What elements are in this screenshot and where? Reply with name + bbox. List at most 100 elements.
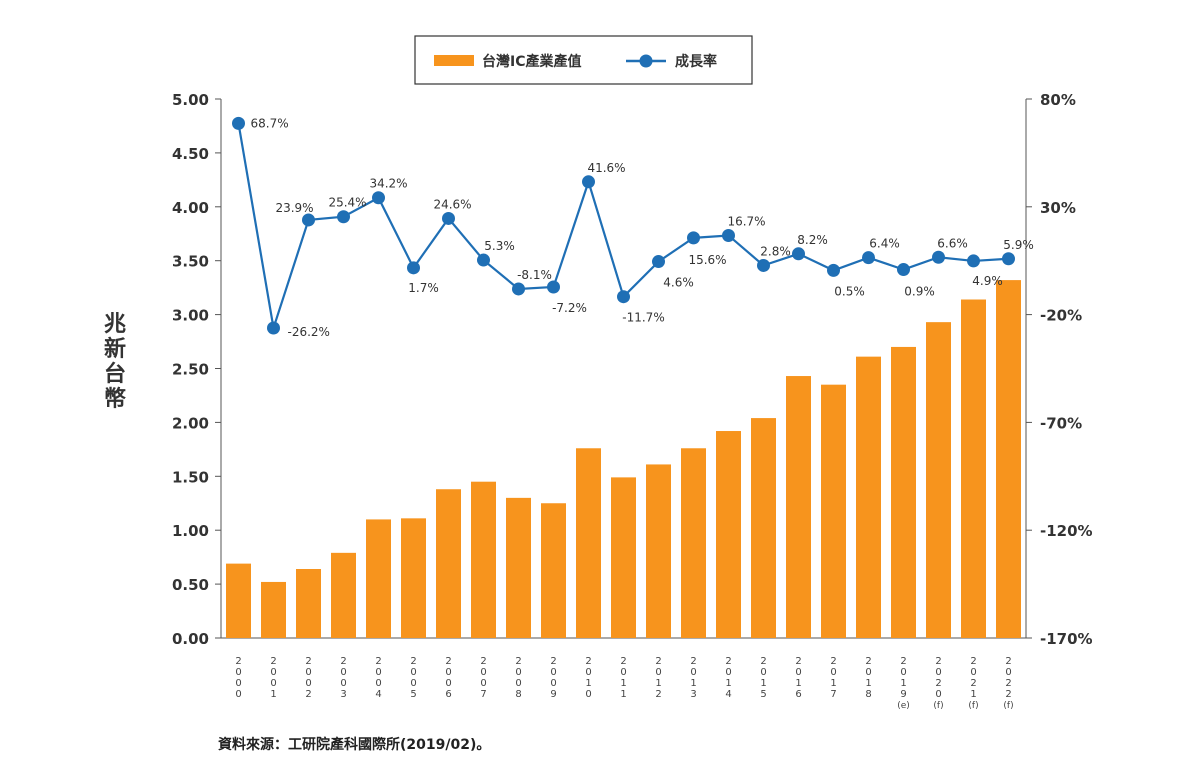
x-tick-digit: 6 xyxy=(795,689,801,700)
y-tick-label: 3.00 xyxy=(172,307,209,325)
y-tick-label: 0.00 xyxy=(172,630,209,648)
x-tick-digit: 2 xyxy=(760,656,766,667)
x-tick-digit: 2 xyxy=(935,678,941,689)
growth-data-label: 5.9% xyxy=(1003,238,1034,252)
source-note: 資料來源：工研院產科國際所(2019/02)。 xyxy=(218,737,491,753)
x-tick-digit: 5 xyxy=(410,689,416,700)
y-tick-label: 1.50 xyxy=(172,468,209,486)
bar xyxy=(366,519,391,638)
x-tick-digit: 9 xyxy=(900,689,906,700)
growth-data-label: -11.7% xyxy=(622,311,664,325)
growth-point xyxy=(477,253,490,267)
x-tick-digit: 2 xyxy=(585,656,591,667)
growth-data-label: -8.1% xyxy=(517,268,552,282)
legend-label-bar: 台灣IC產業產值 xyxy=(482,53,581,70)
x-tick-digit: 0 xyxy=(235,678,241,689)
x-tick-digit: 0 xyxy=(970,667,976,678)
x-tick-digit: 1 xyxy=(270,689,276,700)
x-tick-digit: 1 xyxy=(620,689,626,700)
y2-tick-label: 80% xyxy=(1040,91,1076,109)
growth-point xyxy=(862,251,875,265)
y2-tick-label: -20% xyxy=(1040,307,1082,325)
bar xyxy=(611,477,636,638)
growth-data-label: 68.7% xyxy=(251,116,289,130)
growth-point xyxy=(337,210,350,224)
growth-point xyxy=(407,261,420,275)
x-tick-digit: 0 xyxy=(655,667,661,678)
x-tick-digit: 2 xyxy=(375,656,381,667)
growth-point xyxy=(792,247,805,261)
x-tick-digit: 2 xyxy=(1005,656,1011,667)
x-tick-digit: 2 xyxy=(445,656,451,667)
bar xyxy=(541,503,566,638)
y2-tick-label: -170% xyxy=(1040,630,1093,648)
x-tick-digit: 2 xyxy=(900,656,906,667)
x-tick-digit: 0 xyxy=(900,667,906,678)
growth-data-label: -26.2% xyxy=(288,325,330,339)
bar xyxy=(681,448,706,638)
growth-point xyxy=(232,116,245,130)
bar xyxy=(576,448,601,638)
x-tick-digit: 2 xyxy=(970,656,976,667)
x-tick-digit: 0 xyxy=(410,667,416,678)
growth-data-label: 6.6% xyxy=(937,236,968,250)
bar xyxy=(436,489,461,638)
x-tick-digit: 2 xyxy=(305,656,311,667)
x-tick-digit: 0 xyxy=(865,667,871,678)
x-tick-digit: 0 xyxy=(305,678,311,689)
x-tick-digit: 1 xyxy=(760,678,766,689)
y-tick-label: 5.00 xyxy=(172,91,209,109)
bar xyxy=(751,418,776,638)
x-tick-digit: 0 xyxy=(515,678,521,689)
x-tick-digit: 1 xyxy=(585,678,591,689)
x-tick-digit: 2 xyxy=(235,656,241,667)
growth-point xyxy=(617,290,630,304)
x-tick-digit: 0 xyxy=(480,678,486,689)
x-tick-digit: 1 xyxy=(620,678,626,689)
x-tick-digit: 0 xyxy=(550,678,556,689)
x-tick-digit: 0 xyxy=(690,667,696,678)
growth-point xyxy=(547,280,560,294)
growth-point xyxy=(302,213,315,227)
x-tick-digit: 2 xyxy=(620,656,626,667)
bar xyxy=(856,356,881,638)
x-tick-digit: 8 xyxy=(865,689,871,700)
x-tick-digit: 2 xyxy=(515,656,521,667)
bar xyxy=(296,569,321,638)
x-tick-digit: 0 xyxy=(375,667,381,678)
growth-data-label: 0.9% xyxy=(904,285,935,299)
y2-tick-label: -70% xyxy=(1040,414,1082,432)
growth-data-label: 1.7% xyxy=(408,281,439,295)
x-tick-digit: 2 xyxy=(340,656,346,667)
growth-point xyxy=(372,191,385,205)
bar xyxy=(261,581,286,638)
x-tick-digit: 5 xyxy=(760,689,766,700)
growth-data-label: 4.6% xyxy=(663,276,694,290)
x-tick-digit: 2 xyxy=(725,656,731,667)
x-tick-digit: 0 xyxy=(620,667,626,678)
x-tick-digit: 2 xyxy=(550,656,556,667)
growth-data-label: 34.2% xyxy=(369,177,407,191)
x-tick-digit: 0 xyxy=(795,667,801,678)
growth-data-label: 0.5% xyxy=(834,284,865,298)
x-tick-digit: 0 xyxy=(305,667,311,678)
x-tick-digit: 8 xyxy=(515,689,521,700)
x-tick-digit: 9 xyxy=(550,689,556,700)
legend: 台灣IC產業產值 成長率 xyxy=(414,35,753,85)
x-tick-digit: 2 xyxy=(480,656,486,667)
x-tick-digit: 2 xyxy=(270,656,276,667)
growth-point xyxy=(827,263,840,277)
x-tick-digit: 1 xyxy=(655,678,661,689)
y-tick-label: 3.50 xyxy=(172,253,209,271)
x-tick-digit: 0 xyxy=(515,667,521,678)
x-tick-digit: 0 xyxy=(935,667,941,678)
legend-label-line: 成長率 xyxy=(675,53,717,70)
axes: 0.00 0.50 1.00 1.50 2.00 2.50 3.00 3.50 4.00 4.50… xyxy=(172,91,1093,648)
x-tick-suffix: (f) xyxy=(1003,701,1013,711)
x-tick-digit: 0 xyxy=(1005,667,1011,678)
x-tick-digit: 4 xyxy=(725,689,731,700)
x-tick-digit: 2 xyxy=(690,656,696,667)
bar xyxy=(996,280,1021,638)
x-tick-suffix: (f) xyxy=(968,701,978,711)
growth-data-label: 24.6% xyxy=(433,197,471,211)
